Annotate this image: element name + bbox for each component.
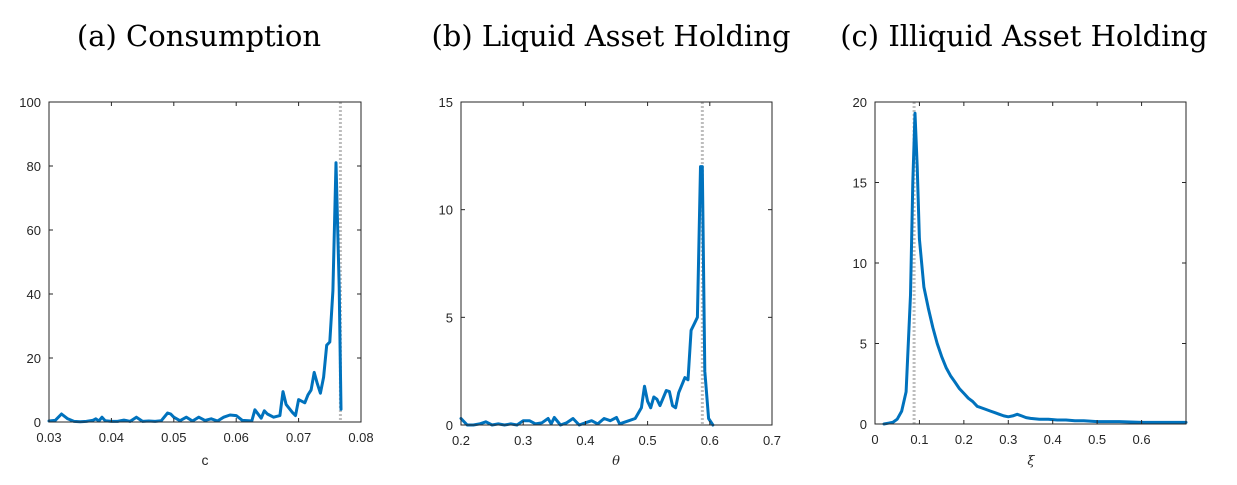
panel-liquid-asset-holding: (b) Liquid Asset Holding 0.2 0.3 0.4 0.5 0.6…	[431, 19, 790, 469]
y-tick-label: 15	[439, 95, 453, 110]
y-tick-label: 10	[439, 203, 453, 218]
plot-area	[47, 102, 343, 424]
x-tick-label: 0.2	[452, 433, 470, 448]
x-tick-label: 0.5	[639, 433, 657, 448]
x-tick-label: 0.2	[955, 432, 973, 447]
x-axis: 0.03 0.04 0.05 0.06 0.07 0.08	[36, 102, 374, 445]
x-tick-label: 0.5	[1088, 432, 1106, 447]
y-tick-label: 15	[853, 176, 867, 191]
plot-area	[459, 102, 715, 427]
y-tick-label: 0	[860, 417, 867, 432]
plot-area	[882, 102, 1188, 426]
y-tick-label: 5	[860, 337, 867, 352]
series-line	[47, 161, 343, 424]
x-axis-label: ξ	[1027, 454, 1035, 469]
x-axis-label: θ	[612, 454, 620, 469]
x-tick-label: 0.03	[36, 430, 61, 445]
y-tick-label: 0	[34, 415, 41, 430]
x-tick-label: 0.04	[99, 430, 124, 445]
x-tick-label: 0.06	[224, 430, 249, 445]
x-tick-label: 0.6	[701, 433, 719, 448]
y-axis: 0 20 40 60 80 100	[19, 95, 361, 430]
y-tick-label: 40	[27, 287, 41, 302]
axes-box	[460, 101, 773, 426]
y-tick-label: 100	[19, 95, 41, 110]
x-tick-label: 0.4	[576, 433, 594, 448]
x-tick-label: 0.07	[286, 430, 311, 445]
series-line	[459, 165, 715, 427]
y-tick-label: 60	[27, 223, 41, 238]
axes-box	[48, 101, 362, 423]
y-tick-label: 20	[853, 95, 867, 110]
y-tick-label: 20	[27, 351, 41, 366]
x-tick-label: 0.4	[1044, 432, 1062, 447]
x-tick-label: 0.1	[910, 432, 928, 447]
x-tick-label: 0.6	[1133, 432, 1151, 447]
x-tick-label: 0.08	[348, 430, 373, 445]
x-tick-label: 0	[871, 432, 878, 447]
x-axis: 0.2 0.3 0.4 0.5 0.6 0.7	[452, 102, 781, 448]
x-tick-label: 0.3	[514, 433, 532, 448]
panel-title: (b) Liquid Asset Holding	[431, 19, 790, 53]
panel-illiquid-asset-holding: (c) Illiquid Asset Holding 0 0.1 0.2 0.3 0.4…	[840, 19, 1208, 469]
x-tick-label: 0.3	[999, 432, 1017, 447]
y-tick-label: 0	[446, 418, 453, 433]
y-tick-label: 80	[27, 159, 41, 174]
x-tick-label: 0.05	[161, 430, 186, 445]
series-line	[882, 111, 1188, 426]
x-axis-label: c	[202, 452, 209, 468]
y-axis: 0 5 10 15	[439, 95, 772, 433]
y-axis: 0 5 10 15 20	[853, 95, 1186, 432]
x-axis: 0 0.1 0.2 0.3 0.4 0.5 0.6	[871, 102, 1151, 447]
panel-title: (a) Consumption	[77, 19, 321, 53]
x-tick-label: 0.7	[763, 433, 781, 448]
y-tick-label: 10	[853, 256, 867, 271]
panel-title: (c) Illiquid Asset Holding	[840, 19, 1208, 53]
panel-consumption: (a) Consumption 0.03 0.04 0.05 0.06 0.07 0.08…	[19, 19, 373, 468]
y-tick-label: 5	[446, 310, 453, 325]
